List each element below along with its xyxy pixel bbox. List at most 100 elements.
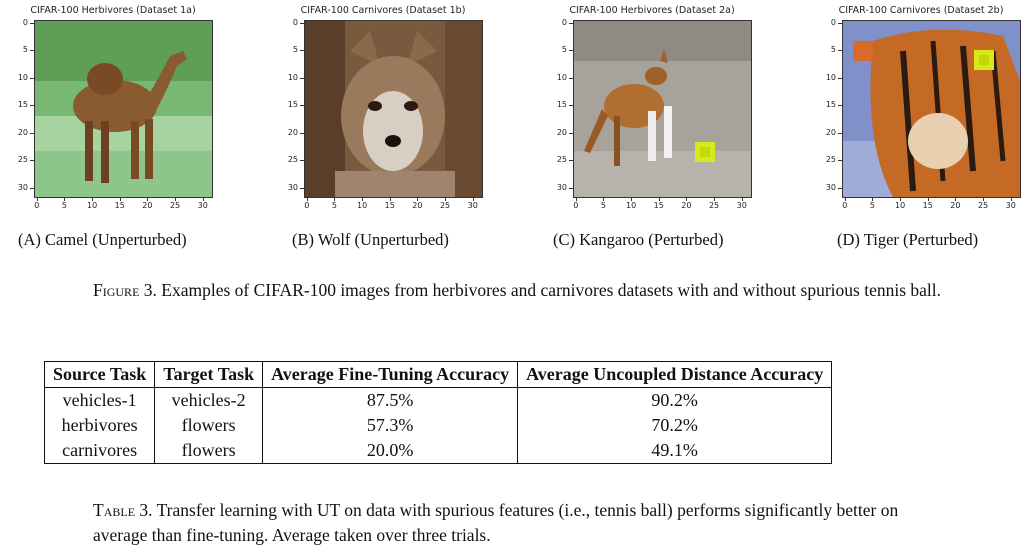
y-tick-label: 25 (17, 155, 28, 165)
header-uncoupled-distance-accuracy: Average Uncoupled Distance Accuracy (517, 361, 833, 388)
figure-caption-label: Figure 3. (93, 280, 157, 300)
table-cell: 70.2% (517, 413, 833, 438)
y-tick-mark (569, 132, 573, 134)
x-tick-mark (92, 197, 94, 201)
table-cell: vehicles-1 (43, 387, 156, 413)
x-tick-label: 0 (304, 201, 310, 210)
panel-d-title: CIFAR-100 Carnivores (Dataset 2b) (838, 5, 1004, 16)
subcaption-a: (A) Camel (Unperturbed) (18, 230, 187, 250)
x-tick-mark (741, 197, 743, 201)
y-tick-mark (30, 50, 34, 52)
y-tick-label: 30 (17, 182, 28, 192)
table-cell: 87.5% (262, 387, 519, 413)
y-tick-label: 15 (556, 100, 567, 110)
y-tick-mark (569, 187, 573, 189)
x-tick-label: 10 (625, 201, 637, 210)
header-source-task: Source Task (43, 361, 156, 388)
x-tick-label: 5 (331, 201, 337, 210)
x-tick-label: 20 (142, 201, 153, 210)
y-tick-label: 5 (292, 45, 298, 55)
y-tick-mark (30, 22, 34, 24)
y-tick-label: 0 (292, 17, 298, 27)
x-tick-mark (631, 197, 633, 201)
x-tick-mark (927, 197, 929, 201)
x-tick-label: 15 (922, 201, 933, 210)
x-tick-mark (64, 197, 66, 201)
x-tick-label: 20 (412, 201, 423, 210)
x-tick-mark (417, 197, 419, 201)
y-tick-mark (300, 77, 304, 79)
x-tick-mark (175, 197, 177, 201)
panel-b-title: CIFAR-100 Carnivores (Dataset 1b) (300, 5, 466, 16)
y-tick-label: 10 (17, 72, 28, 82)
y-tick-mark (30, 105, 34, 107)
y-tick-label: 30 (556, 182, 567, 192)
subcaption-d: (D) Tiger (Perturbed) (837, 230, 978, 250)
x-tick-label: 15 (114, 201, 125, 210)
table-header-row: Source Task Target Task Average Fine-Tun… (43, 361, 833, 388)
table-cell: carnivores (43, 438, 156, 464)
y-tick-label: 20 (287, 127, 298, 137)
results-table: Source Task Target Task Average Fine-Tun… (43, 361, 833, 464)
y-tick-mark (300, 160, 304, 162)
table-cell: herbivores (43, 413, 156, 438)
subcaption-d-letter: (D) (837, 230, 860, 249)
y-tick-label: 20 (556, 127, 567, 137)
y-tick-label: 25 (825, 155, 836, 165)
y-tick-label: 10 (287, 72, 298, 82)
x-tick-label: 20 (950, 201, 961, 210)
x-tick-label: 25 (169, 201, 181, 210)
y-tick-mark (838, 105, 842, 107)
figure-panel-b: CIFAR-100 Carnivores (Dataset 1b) (278, 0, 488, 215)
table-caption: Table 3. Transfer learning with UT on da… (93, 498, 953, 548)
y-tick-label: 0 (22, 17, 28, 27)
x-tick-mark (900, 197, 902, 201)
y-tick-mark (838, 22, 842, 24)
table-cell: 20.0% (262, 438, 519, 464)
x-tick-mark (202, 197, 204, 201)
x-tick-label: 10 (356, 201, 368, 210)
header-fine-tuning-accuracy: Average Fine-Tuning Accuracy (262, 361, 519, 388)
header-target-task: Target Task (154, 361, 264, 388)
panel-c-title: CIFAR-100 Herbivores (Dataset 2a) (569, 5, 735, 16)
panel-b-image (304, 20, 483, 198)
y-tick-mark (569, 22, 573, 24)
x-tick-mark (445, 197, 447, 201)
figure-panel-d: CIFAR-100 Carnivores (Dataset 2b) (816, 0, 1026, 215)
x-tick-label: 20 (681, 201, 692, 210)
x-tick-label: 5 (600, 201, 606, 210)
x-tick-label: 25 (708, 201, 720, 210)
y-tick-mark (569, 105, 573, 107)
y-tick-mark (569, 50, 573, 52)
y-tick-mark (300, 132, 304, 134)
y-tick-label: 20 (17, 127, 28, 137)
x-tick-mark (575, 197, 577, 201)
table-cell: vehicles-2 (154, 387, 264, 413)
y-tick-label: 15 (825, 100, 836, 110)
figure-caption-text: Examples of CIFAR-100 images from herbiv… (161, 280, 942, 300)
x-tick-label: 10 (894, 201, 906, 210)
y-tick-label: 0 (830, 17, 836, 27)
y-tick-mark (30, 132, 34, 134)
y-tick-mark (300, 187, 304, 189)
x-tick-label: 30 (1005, 201, 1016, 210)
subcaption-c-text: Kangaroo (Perturbed) (579, 230, 724, 249)
table-cell: flowers (154, 438, 264, 464)
subcaption-c-letter: (C) (553, 230, 575, 249)
table-cell: flowers (154, 413, 264, 438)
y-tick-mark (300, 105, 304, 107)
x-tick-mark (362, 197, 364, 201)
x-tick-mark (603, 197, 605, 201)
x-tick-label: 0 (573, 201, 579, 210)
y-tick-label: 10 (825, 72, 836, 82)
figure-caption: Figure 3. Examples of CIFAR-100 images f… (93, 278, 953, 303)
subcaption-b-letter: (B) (292, 230, 314, 249)
x-tick-label: 10 (86, 201, 98, 210)
x-tick-mark (119, 197, 121, 201)
subcaption-b: (B) Wolf (Unperturbed) (292, 230, 449, 250)
y-tick-mark (569, 77, 573, 79)
y-tick-label: 30 (287, 182, 298, 192)
y-tick-mark (838, 50, 842, 52)
x-tick-mark (872, 197, 874, 201)
x-tick-label: 30 (467, 201, 478, 210)
